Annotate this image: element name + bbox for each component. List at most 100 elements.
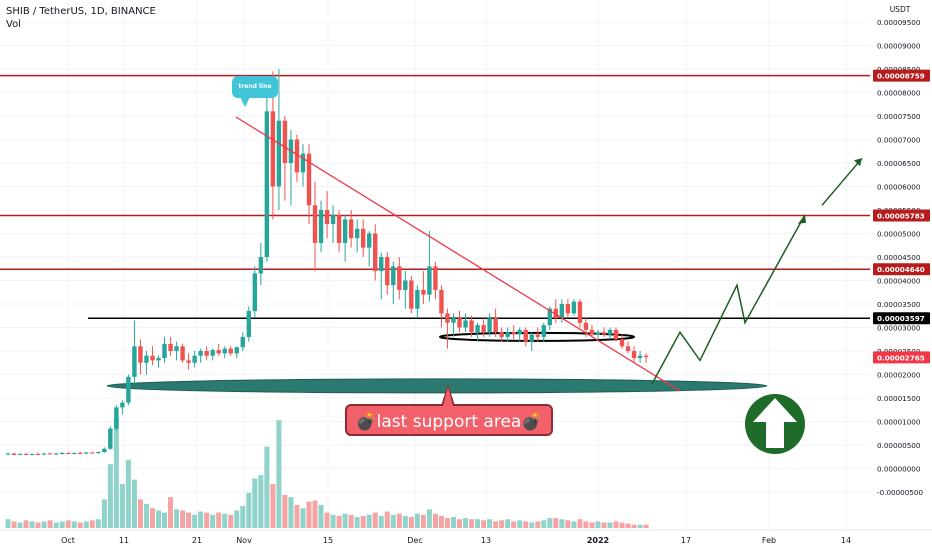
price-level-tag [873,69,930,82]
volume-bar [246,492,252,528]
candle-body [53,453,59,455]
candle-body [499,332,504,337]
volume-bar [35,522,41,528]
candle-body [35,453,41,455]
candle-body [421,289,426,295]
candle-body [204,351,209,356]
consolidation-ellipse [439,331,635,342]
candle-body [78,452,83,454]
candle-body [114,407,119,429]
candle-body [637,355,643,359]
volume-bar [228,514,234,528]
candle-body [216,350,221,354]
volume-bar [192,514,198,528]
volume-bar [553,518,559,528]
price-tick-label: 0.00000500 [877,441,921,450]
volume-bar [589,522,595,528]
support-zone-ellipse [106,378,768,394]
candle-body [348,219,354,239]
candle-body [373,233,378,272]
volume-bar [89,520,95,528]
candle-body [174,346,179,351]
candle-body [228,348,233,354]
candle-body [481,325,486,333]
time-tick-label: 15 [323,536,333,545]
volume-bar [547,518,553,528]
volume-bars [5,418,649,528]
candle-body [523,329,528,342]
candle-body [385,257,390,286]
volume-bar [601,522,607,528]
volume-bar [348,514,354,528]
price-tick-label: 0.00007000 [877,136,921,145]
volume-bar [77,522,83,528]
price-tick-label: 0.00004000 [877,277,921,286]
volume-bar [619,522,625,528]
volume-bar [438,515,444,528]
price-tick-label: 0.00006000 [877,183,921,192]
time-tick-label: Dec [407,536,422,545]
volume-bar [444,518,450,528]
volume-bar [607,522,613,528]
price-level-tag [873,263,930,276]
candle-body [234,347,239,354]
volume-bar [366,514,372,528]
volume-bar [83,521,89,528]
candle-body [270,111,276,187]
projection-path [651,157,863,385]
price-tick-label: 0.00005000 [877,230,921,239]
volume-bar [493,521,499,528]
candle-body [403,280,408,290]
candle-body [517,329,522,335]
volume-bar [625,523,631,528]
volume-bar [481,520,487,528]
candle-body [571,301,577,314]
volume-bar [402,515,408,528]
candle-body [415,289,420,309]
volume-bar [270,484,276,528]
volume-bar [535,521,541,528]
volume-bar [517,520,523,528]
candle-body [186,360,191,363]
candle-body [59,452,65,454]
candle-body [156,358,161,361]
candle-body [577,301,583,323]
volume-bar [53,522,59,528]
volume-bar [47,520,53,528]
candle-body [342,219,348,243]
volume-bar [156,510,161,528]
volume-bar [5,519,11,528]
price-tick-label: 0.00001000 [877,418,921,427]
candle-body [469,320,474,333]
price-tick-label: 0.00009000 [877,42,921,51]
candle-body [264,111,270,257]
time-axis-background [0,530,932,550]
candle-body [126,376,131,403]
volume-bar [11,521,17,528]
price-level-tag [873,209,930,222]
time-tick-label: 21 [192,536,202,545]
volume-bar [457,519,462,528]
price-tick-label: 0.00002000 [877,371,921,380]
candle-body [192,355,197,363]
price-tick-label: 0.00001500 [877,394,921,403]
price-axis: USDT0.000095000.000090000.000085000.0000… [870,0,932,530]
volume-bar [511,521,517,528]
candle-body [318,210,324,243]
candle-body [397,266,402,290]
volume-bar [264,446,270,528]
volume-bar [643,524,649,528]
candle-body [66,452,71,454]
support-zone [106,331,768,394]
candle-body [17,453,23,455]
time-tick-label: 2022 [587,536,609,545]
time-tick-label: Feb [762,536,776,545]
candle-body [5,453,11,455]
candle-body [619,339,625,347]
volume-bar [372,512,378,528]
candle-body [625,346,631,351]
candle-body [529,334,534,342]
volume-bar [23,520,29,528]
price-tick-label: 0.00003000 [877,324,921,333]
candle-body [493,318,498,333]
